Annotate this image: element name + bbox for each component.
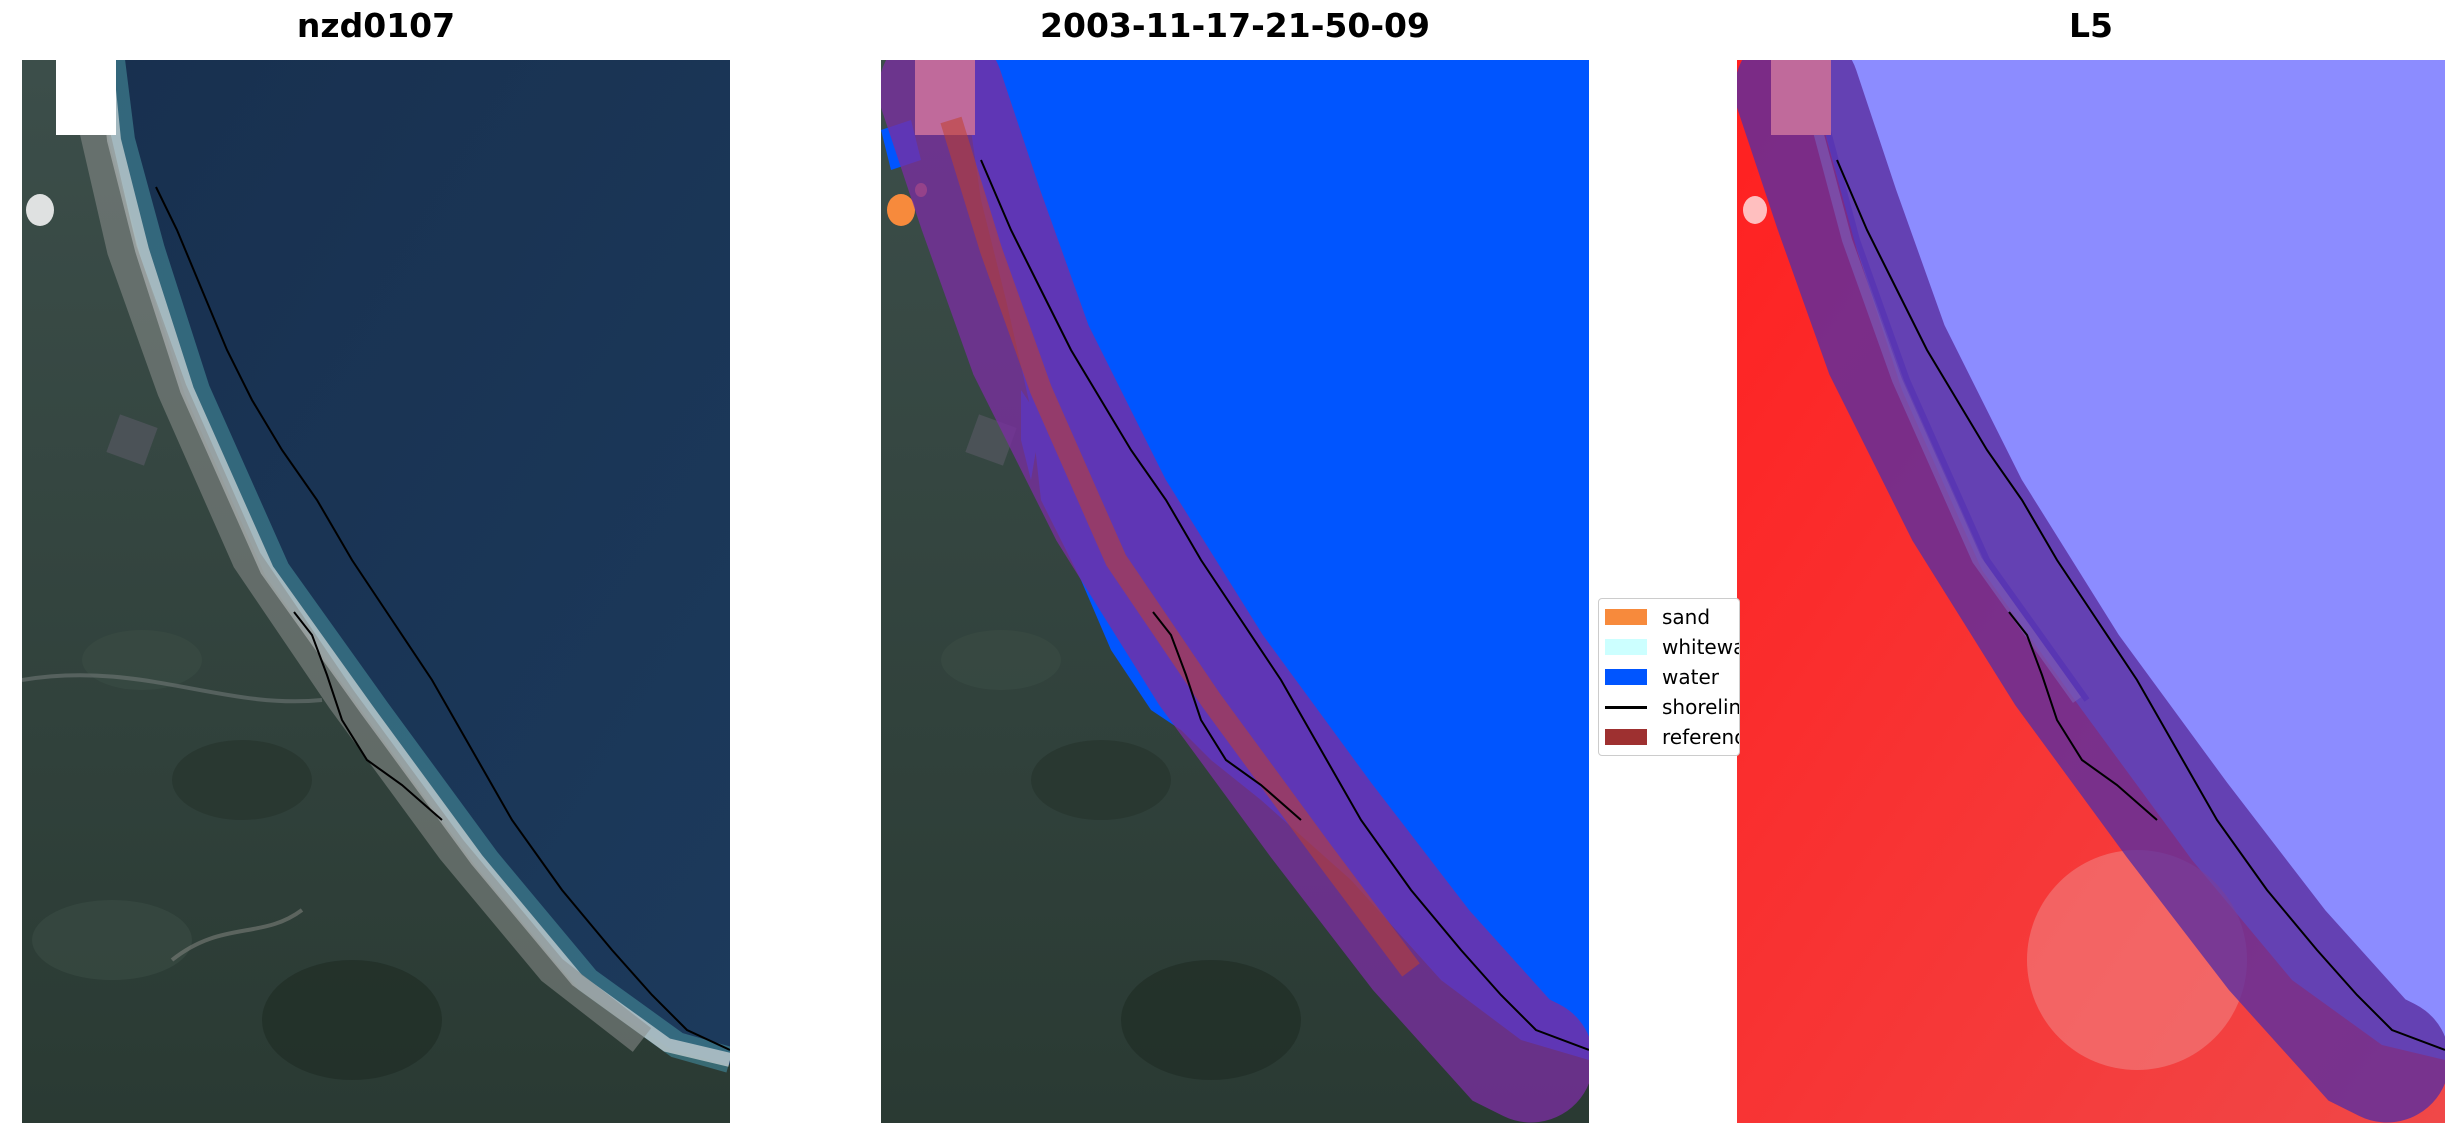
ocean-area [112, 60, 730, 1065]
index-image [1737, 60, 2445, 1123]
classification-image [881, 60, 1589, 1123]
classification-svg [881, 60, 1589, 1123]
land-index-area [1737, 60, 2445, 1123]
legend-item-sand: sand [1605, 605, 1710, 629]
nodata-patch [56, 60, 116, 135]
sand-patch [887, 194, 915, 226]
legend-label: sand [1662, 605, 1711, 629]
legend-item-water: water [1605, 665, 1719, 689]
sand-swatch [1605, 609, 1647, 625]
legend: sand whitewater water shoreline referenc… [1598, 598, 1740, 756]
legend-item-shoreline: shoreline [1605, 695, 1740, 719]
panel-title-classification: 2003-11-17-21-50-09 [1040, 6, 1430, 45]
shoreline-swatch [1605, 705, 1647, 709]
panel-title-rgb: nzd0107 [296, 6, 456, 45]
legend-item-whitewater: whitewater [1605, 635, 1739, 659]
legend-label: water [1662, 665, 1719, 689]
water-class-area [961, 60, 1589, 1060]
shoreline-line [1836, 159, 2445, 1051]
shoreline-line [155, 186, 730, 1051]
whitewater-swatch [1605, 639, 1647, 655]
rgb-satellite-image [22, 60, 730, 1123]
legend-label: whitewater [1662, 635, 1739, 659]
index-svg [1737, 60, 2445, 1123]
legend-label: reference shoreline buffer [1662, 725, 1739, 749]
legend-item-reference: reference shoreline buffer [1605, 725, 1739, 749]
rgb-image-svg [22, 60, 730, 1123]
panel-title-index: L5 [2069, 6, 2113, 45]
legend-label: shoreline [1662, 695, 1740, 719]
reference-swatch [1605, 729, 1647, 745]
reference-buffer [1737, 60, 2445, 1123]
water-swatch [1605, 669, 1647, 685]
shoreline-line [980, 159, 1589, 1051]
